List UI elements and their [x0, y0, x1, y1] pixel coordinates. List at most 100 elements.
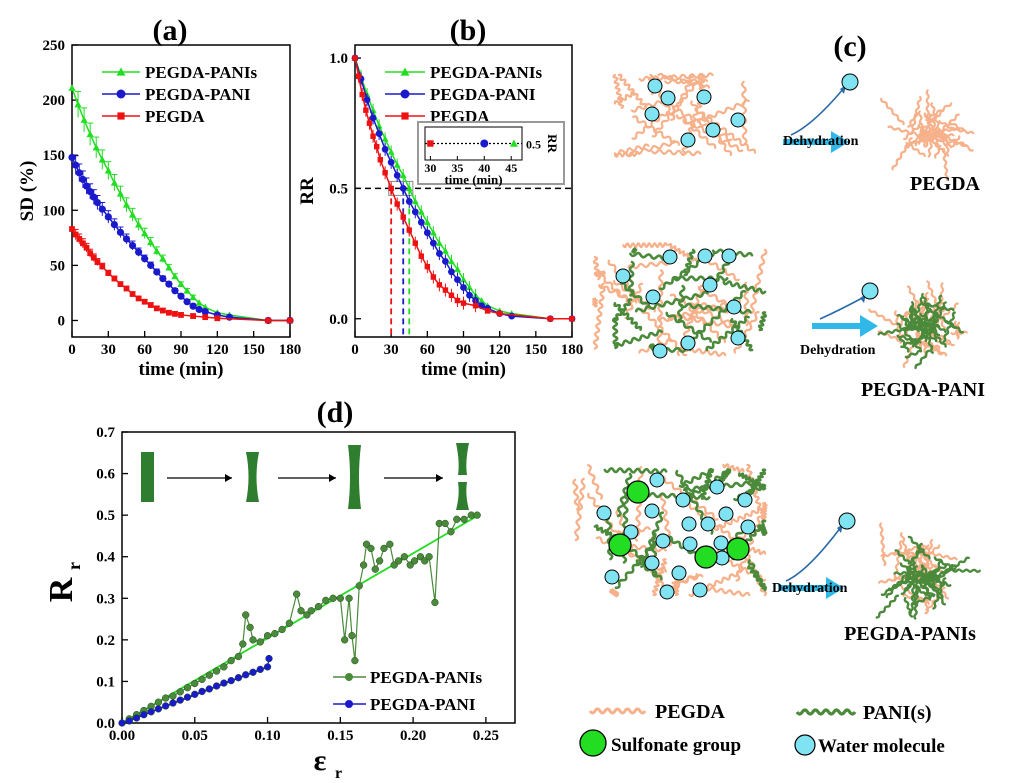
sample-shape	[348, 445, 361, 509]
legend-label: PEGDA-PANIs	[145, 63, 257, 82]
point-PEGDA-PANIs	[191, 679, 199, 688]
pegda-chain	[625, 139, 678, 158]
pani-chain	[614, 533, 665, 590]
point-PEGDA-PANIs	[307, 607, 315, 615]
water-molecule	[655, 533, 671, 549]
plot-frame	[121, 431, 516, 724]
water-molecule	[838, 512, 856, 530]
point-PEGDA	[370, 133, 376, 139]
pani-chain	[896, 322, 922, 352]
pani-chain	[944, 568, 981, 573]
point-PEGDA-PANIs	[285, 619, 294, 627]
dehydration-label: Dehydration	[772, 581, 848, 596]
point-PEGDA-PANIs	[453, 515, 461, 523]
water-molecule	[726, 299, 742, 315]
point-PEGDA-PANI	[75, 169, 83, 177]
dehydration-arrow	[812, 315, 878, 337]
x-tick-label: 120	[488, 342, 511, 358]
x-tick-label: 0.00	[109, 728, 135, 744]
pani-chain	[613, 302, 643, 331]
point-PEGDA	[436, 282, 443, 288]
point-PEGDA-PANIs	[466, 284, 473, 291]
point-PEGDA-PANI	[220, 679, 228, 687]
pani-chain	[913, 578, 935, 598]
water-molecule	[647, 78, 663, 94]
pani-chain	[692, 289, 747, 340]
water-molecule	[675, 492, 691, 508]
point-PEGDA-PANIs	[394, 557, 403, 565]
point-PEGDA-PANIs	[359, 561, 368, 569]
point-PEGDA-PANIs	[435, 239, 443, 246]
pani-chain	[620, 281, 651, 308]
pegda-chain	[880, 97, 905, 126]
chart-b-ylabel: RR	[297, 177, 318, 205]
point-PEGDA-PANI	[198, 687, 206, 696]
point-PEGDA	[135, 295, 142, 302]
water-molecule	[721, 248, 737, 264]
inset-point	[480, 139, 489, 148]
legend-marker	[117, 112, 125, 120]
point-PEGDA	[569, 316, 575, 322]
pegda-chain	[713, 506, 767, 532]
point-PEGDA-PANI	[86, 187, 94, 196]
point-PEGDA-PANI	[191, 690, 199, 698]
point-PEGDA-PANIs	[400, 553, 409, 561]
point-PEGDA	[178, 312, 184, 318]
pegda-chain	[948, 121, 965, 132]
point-PEGDA-PANIs	[375, 557, 384, 565]
pani-chain	[911, 309, 932, 335]
pegda-chain	[938, 119, 956, 132]
point-PEGDA-PANIs	[169, 692, 177, 700]
water-molecule	[705, 122, 721, 138]
chart-b: 0 30 60 90 120 150 180 0.0 0.5 1.0 (b) time (min) RR…	[297, 14, 583, 380]
pani-chain	[875, 594, 900, 619]
point-PEGDA-PANIs	[271, 629, 279, 638]
pegda-chain	[941, 147, 950, 182]
point-PEGDA-PANI	[98, 205, 106, 213]
pani-chain	[722, 280, 767, 295]
x-tick-label: 60	[137, 342, 152, 358]
water-molecule	[596, 505, 612, 521]
pegda-chain	[722, 463, 745, 473]
pegda-chain	[760, 501, 768, 522]
y-tick-label: 0.1	[96, 674, 115, 690]
legend-marker	[116, 67, 126, 76]
pani-chain	[898, 335, 910, 353]
point-PEGDA-PANI	[393, 171, 401, 179]
point-PEGDA-PANIs	[429, 229, 437, 236]
pegda-chain	[879, 522, 887, 567]
y-tick-label: 0.4	[96, 550, 115, 566]
pegda-chain	[622, 242, 668, 249]
point-PEGDA-PANI	[159, 275, 167, 283]
water-molecule	[645, 289, 661, 305]
point-PEGDA-PANIs	[448, 257, 455, 265]
point-PEGDA-PANIs	[104, 167, 112, 174]
pegda-chain	[627, 259, 675, 270]
inset-point	[427, 140, 434, 147]
point-PEGDA-PANI	[201, 308, 209, 316]
inset-ylabel: RR	[545, 134, 560, 153]
point-PEGDA-PANI	[153, 268, 161, 276]
point-PEGDA-PANI	[141, 255, 149, 263]
pani-chain	[677, 284, 686, 322]
y-tick-label: 0.6	[96, 467, 115, 483]
pani-chain	[899, 573, 920, 586]
point-PEGDA-PANI	[411, 208, 419, 216]
water-molecule	[709, 479, 725, 495]
point-PEGDA	[190, 313, 196, 319]
pani-chain	[665, 311, 712, 343]
pani-chain	[920, 323, 940, 329]
pegda-chain	[934, 144, 942, 159]
water-molecule	[680, 335, 696, 351]
point-PEGDA	[87, 250, 94, 257]
legend-label: PEGDA-PANI	[430, 85, 536, 104]
point-PEGDA	[382, 170, 388, 176]
point-PEGDA-PANIs	[205, 671, 213, 679]
point-PEGDA	[355, 73, 362, 80]
point-PEGDA	[76, 236, 83, 242]
inset-x-tick-label: 35	[451, 161, 463, 175]
x-tick-label: 0.20	[400, 728, 426, 744]
legend-label: PEGDA	[145, 107, 205, 126]
chart-d-label: (d)	[317, 396, 354, 429]
x-tick-label: 0.05	[182, 728, 208, 744]
